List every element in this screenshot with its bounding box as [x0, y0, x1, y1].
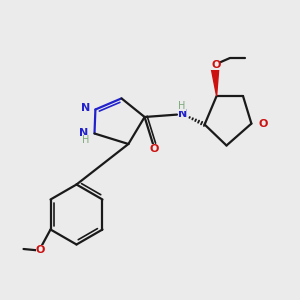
- Text: O: O: [258, 118, 267, 129]
- Text: H: H: [82, 135, 89, 145]
- Text: O: O: [36, 245, 45, 255]
- Polygon shape: [212, 69, 219, 96]
- Text: N: N: [178, 109, 188, 119]
- Text: H: H: [178, 100, 186, 111]
- Text: N: N: [79, 128, 88, 138]
- Text: N: N: [81, 103, 90, 113]
- Text: O: O: [149, 144, 159, 154]
- Text: O: O: [211, 59, 220, 70]
